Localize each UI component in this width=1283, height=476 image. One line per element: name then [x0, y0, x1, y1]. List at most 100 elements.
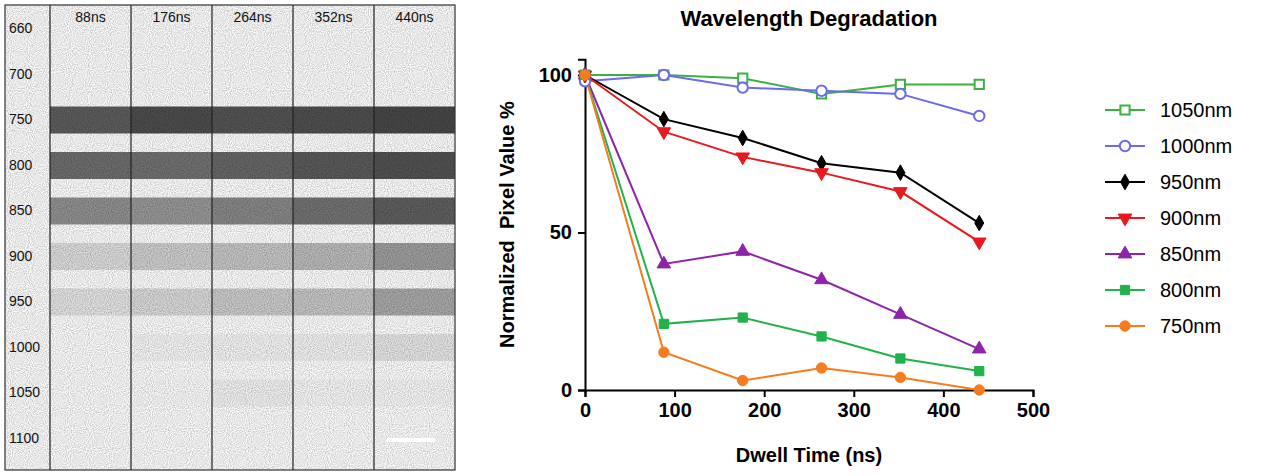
marker [737, 375, 747, 385]
legend-label: 900nm [1160, 207, 1221, 229]
marker [896, 354, 905, 363]
band [293, 380, 374, 407]
marker [659, 111, 668, 127]
band [293, 152, 374, 179]
row-label: 1050 [9, 384, 40, 400]
marker [581, 67, 590, 83]
column-divider [130, 5, 131, 470]
row-label: 1000 [9, 339, 40, 355]
legend-item: 950nm [1105, 171, 1221, 193]
marker [817, 332, 826, 341]
band [50, 380, 131, 407]
band [50, 107, 131, 134]
band [212, 107, 293, 134]
band [293, 198, 374, 225]
band [50, 334, 131, 361]
legend-marker [1120, 105, 1129, 114]
legend-label: 950nm [1160, 171, 1221, 193]
tick-label: 200 [748, 399, 781, 421]
column-label: 264ns [233, 9, 271, 25]
marker [736, 153, 750, 165]
row-label: 660 [9, 20, 33, 36]
legend-label: 1000nm [1160, 135, 1232, 157]
tick-label: 300 [838, 399, 871, 421]
series-line [585, 75, 979, 94]
tick-mark [764, 390, 766, 397]
legend-marker [1118, 246, 1132, 258]
marker [975, 366, 984, 375]
band [131, 334, 212, 361]
legend-item: 900nm [1105, 207, 1221, 229]
chart-title: Wavelength Degradation [680, 6, 937, 31]
marker [894, 188, 908, 200]
legend-label: 750nm [1160, 315, 1221, 337]
tick-label: 50 [550, 221, 572, 243]
marker [659, 347, 669, 357]
axis-line [586, 391, 1034, 398]
marker [738, 313, 747, 322]
band [212, 243, 293, 270]
axis-line [578, 60, 586, 391]
tick: 300 [838, 390, 871, 421]
band [374, 243, 455, 270]
row-label: 950 [9, 293, 33, 309]
marker [974, 385, 984, 395]
band [212, 380, 293, 407]
series-line [585, 75, 979, 223]
tick-label: 0 [561, 379, 572, 401]
marker [580, 70, 590, 80]
tick-label: 400 [927, 399, 960, 421]
marker [736, 244, 750, 256]
image-content [5, 5, 455, 470]
band [374, 152, 455, 179]
row-label: 800 [9, 157, 33, 173]
marker [815, 169, 829, 181]
tick: 50 [550, 221, 585, 243]
column-divider [49, 5, 50, 470]
column-divider [211, 5, 212, 470]
legend-item: 1000nm [1105, 135, 1232, 157]
marker [816, 363, 826, 373]
legend-item: 800nm [1105, 279, 1221, 301]
band [131, 380, 212, 407]
plot-area [578, 67, 986, 395]
band [50, 152, 131, 179]
band [293, 334, 374, 361]
tick: 0 [561, 379, 585, 401]
tick-label: 0 [580, 399, 591, 421]
marker [975, 80, 984, 89]
row-label: 1100 [9, 430, 39, 446]
axis: 0 50 100 [539, 60, 586, 401]
marker [659, 70, 669, 80]
legend-marker [1120, 321, 1130, 331]
panel-frame [5, 5, 455, 470]
row-label: 750 [9, 111, 33, 127]
tick: 200 [748, 390, 781, 421]
series-line [585, 75, 979, 371]
legend-marker [1118, 214, 1132, 226]
band [374, 198, 455, 225]
series-line [585, 75, 979, 116]
marker [972, 341, 986, 353]
tick: 100 [658, 390, 691, 421]
column-label: 88ns [75, 9, 105, 25]
marker [816, 86, 826, 96]
band [50, 198, 131, 225]
tick-label: 500 [1017, 399, 1050, 421]
image-background [5, 5, 455, 470]
marker [975, 215, 984, 231]
tick-label: 100 [539, 64, 572, 86]
marker [895, 372, 905, 382]
legend-marker [1120, 285, 1129, 294]
marker [657, 128, 671, 140]
column-label: 352ns [314, 9, 352, 25]
band [131, 289, 212, 316]
marker [815, 272, 829, 284]
tick-mark [853, 390, 855, 397]
marker [738, 74, 747, 83]
tick-label: 100 [658, 399, 691, 421]
row-label: 900 [9, 248, 33, 264]
x-axis-title: Dwell Time (ns) [736, 444, 882, 466]
legend-label: 1050nm [1160, 99, 1232, 121]
marker [657, 256, 671, 268]
